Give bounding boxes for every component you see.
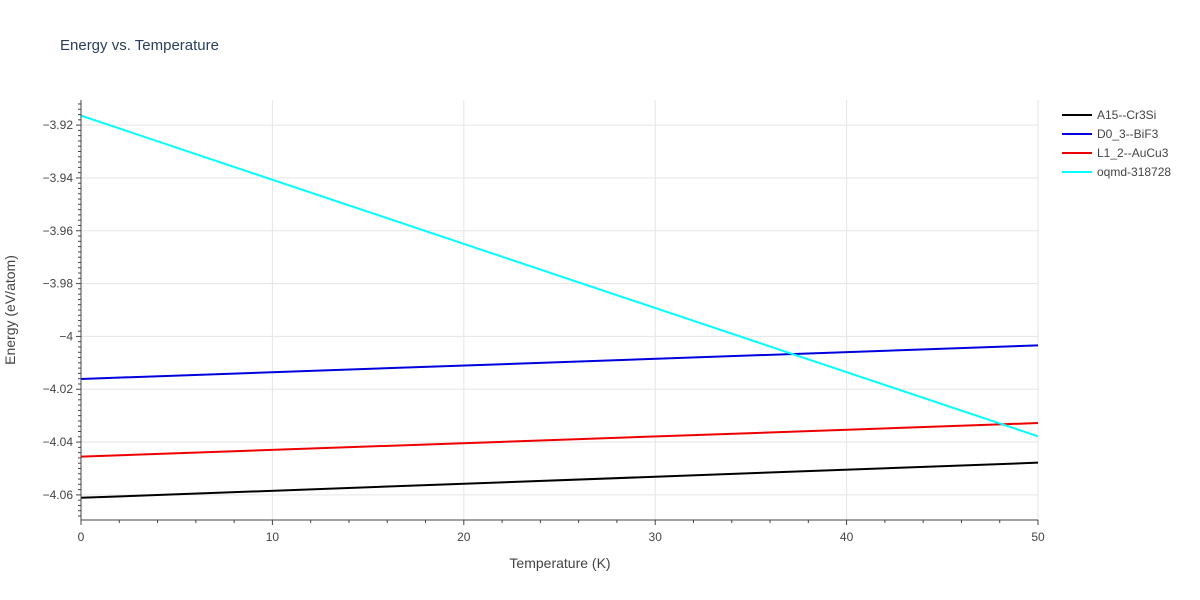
y-tick-label: −3.98 xyxy=(43,277,74,291)
x-tick-label: 50 xyxy=(1031,530,1045,544)
series-line-2 xyxy=(80,422,1039,458)
y-tick-label: −3.94 xyxy=(43,171,74,185)
x-tick-label: 0 xyxy=(78,530,85,544)
legend-label: A15--Cr3Si xyxy=(1097,108,1156,122)
x-tick-label: 10 xyxy=(266,530,280,544)
series-line-1 xyxy=(80,344,1039,380)
y-tick-label: −4 xyxy=(59,329,73,343)
x-tick-labels: 0 10 20 30 40 50 xyxy=(78,530,1045,544)
series-lines xyxy=(80,114,1039,499)
chart-title: Energy vs. Temperature xyxy=(60,37,219,54)
y-tick-label: −4.04 xyxy=(43,435,74,449)
axes xyxy=(76,100,1039,525)
series-line-3 xyxy=(80,114,1039,438)
series-line-0 xyxy=(80,461,1039,499)
y-tick-labels: −4.06 −4.04 −4.02 −4 −3.98 −3.96 −3.94 −3.92 xyxy=(43,118,74,502)
y-tick-label: −4.02 xyxy=(43,382,74,396)
y-tick-label: −3.92 xyxy=(43,118,74,132)
y-tick-label: −4.06 xyxy=(43,488,74,502)
x-tick-label: 30 xyxy=(649,530,663,544)
grid xyxy=(81,100,1039,520)
x-tick-label: 20 xyxy=(457,530,471,544)
y-tick-label: −3.96 xyxy=(43,224,74,238)
legend-item[interactable]: A15--Cr3Si xyxy=(1062,108,1156,122)
legend-item[interactable]: oqmd-318728 xyxy=(1062,165,1171,179)
legend-item[interactable]: L1_2--AuCu3 xyxy=(1062,146,1169,160)
x-axis-label: Temperature (K) xyxy=(509,555,610,571)
y-axis-label: Energy (eV/atom) xyxy=(2,255,18,365)
legend-label: L1_2--AuCu3 xyxy=(1097,146,1169,160)
x-tick-label: 40 xyxy=(840,530,854,544)
legend[interactable]: A15--Cr3Si D0_3--BiF3 L1_2--AuCu3 oqmd-3187… xyxy=(1062,108,1171,179)
legend-label: D0_3--BiF3 xyxy=(1097,127,1159,141)
legend-item[interactable]: D0_3--BiF3 xyxy=(1062,127,1159,141)
legend-label: oqmd-318728 xyxy=(1097,165,1171,179)
